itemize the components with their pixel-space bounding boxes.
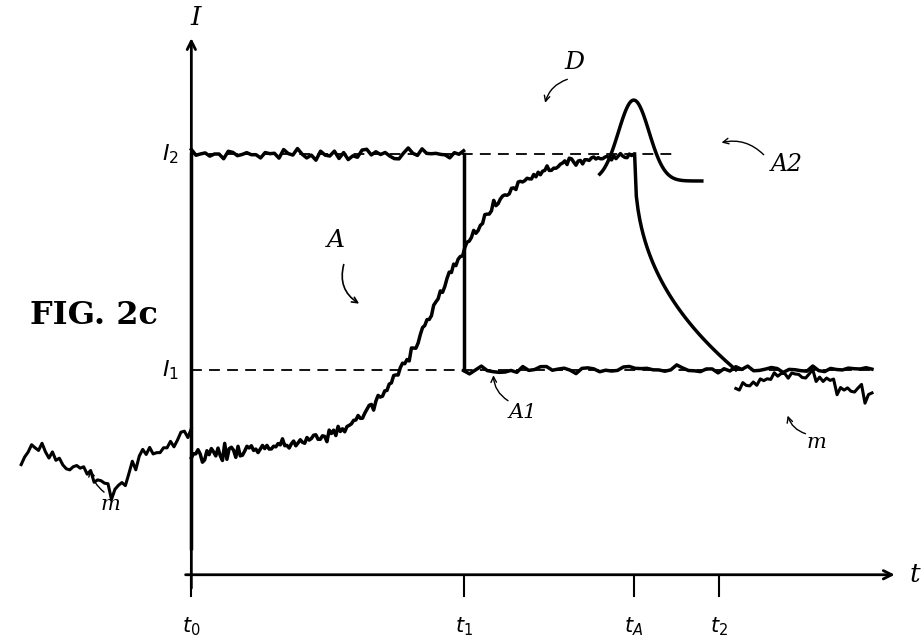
Text: I: I [190, 5, 201, 30]
Text: A2: A2 [771, 154, 803, 176]
Text: $t_1$: $t_1$ [455, 615, 473, 638]
Text: $t_0$: $t_0$ [182, 615, 201, 638]
Text: $t_2$: $t_2$ [710, 615, 728, 638]
Text: $I_2$: $I_2$ [162, 142, 178, 166]
Text: D: D [565, 51, 584, 74]
Text: m: m [101, 495, 120, 514]
Text: m: m [807, 433, 827, 452]
Text: FIG. 2c: FIG. 2c [30, 300, 158, 332]
Text: A: A [327, 229, 345, 252]
Text: $t_A$: $t_A$ [625, 615, 643, 638]
Text: A1: A1 [509, 403, 538, 422]
Text: t: t [909, 563, 919, 588]
Text: $I_1$: $I_1$ [162, 358, 178, 381]
